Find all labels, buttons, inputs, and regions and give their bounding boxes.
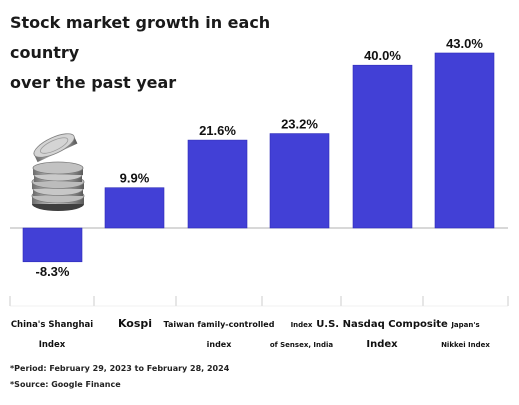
category-label-0-line-1: Index [39, 340, 66, 350]
bar-2 [187, 139, 248, 229]
chart-title: Stock market growth in each country over… [10, 8, 330, 98]
value-label-1: 9.9% [120, 171, 150, 186]
coin-stack-icon [31, 133, 85, 211]
chart-title-line-2: over the past year [10, 73, 177, 92]
bar-3 [269, 133, 330, 229]
category-label-4-line-1: Index [366, 339, 398, 350]
value-label-4: 40.0% [364, 48, 401, 63]
value-label-2: 21.6% [199, 123, 236, 138]
bar-4 [352, 64, 413, 229]
category-label-4-line-0: U.S. Nasdaq Composite [316, 319, 448, 330]
bar-1 [104, 187, 165, 229]
bar-0 [22, 227, 83, 263]
chart-title-line-1: Stock market growth in each country [10, 13, 271, 62]
category-label-3-line-0: Index [291, 321, 313, 329]
value-label-5: 43.0% [446, 36, 483, 51]
bar-5 [434, 52, 495, 229]
source-note: *Source: Google Finance [10, 380, 121, 389]
category-label-5-line-1: Nikkei Index [441, 341, 490, 349]
category-label-2-line-1: index [207, 340, 233, 349]
category-label-3-line-1: of Sensex, India [270, 341, 334, 349]
category-label-0-line-0: China's Shanghai [11, 320, 93, 330]
value-label-0: -8.3% [36, 264, 70, 279]
category-label-5-line-0: Japan's [450, 321, 479, 329]
category-label-2-line-0: Taiwan family-controlled [164, 320, 275, 329]
period-note: *Period: February 29, 2023 to February 2… [10, 364, 230, 373]
value-label-3: 23.2% [281, 117, 318, 132]
category-label-1-line-0: Kospi [118, 317, 152, 330]
